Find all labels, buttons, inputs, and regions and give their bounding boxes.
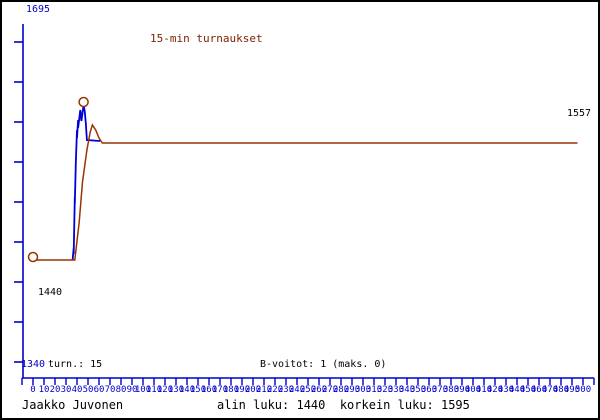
x-tick-label: 320 [376,385,394,395]
x-tick-label: 140 [178,385,196,395]
start-rating-label: 1440 [38,287,63,298]
x-tick-label: 230 [277,385,295,395]
x-tick-label: 460 [530,385,548,395]
x-tick-label: 70 [104,385,116,395]
x-tick-label: 340 [398,385,416,395]
x-tick-label: 350 [409,385,427,395]
series-rating-per-game [71,104,101,261]
x-tick-label: 360 [420,385,438,395]
x-tick-label: 20 [49,385,61,395]
x-tick-label: 380 [442,385,460,395]
x-tick-label: 220 [266,385,284,395]
chart-title: 15-min turnaukset [150,32,263,45]
x-tick-label: 150 [189,385,207,395]
x-tick-label: 260 [310,385,328,395]
x-tick-label: 210 [255,385,273,395]
x-tick-label: 300 [354,385,372,395]
x-tick-label: 180 [222,385,240,395]
x-tick-label: 10 [38,385,50,395]
y-axis-min-label: 1340 [21,359,46,370]
x-tick-label: 40 [71,385,83,395]
x-tick-label: 80 [115,385,127,395]
footer-stats: alin luku: 1440 korkein luku: 1595 [217,398,470,412]
x-tick-label: 160 [200,385,218,395]
x-tick-label: 310 [365,385,383,395]
player-name: Jaakko Juvonen [22,398,124,412]
x-tick-label: 30 [60,385,72,395]
x-tick-label: 200 [244,385,262,395]
x-tick-label: 440 [508,385,526,395]
x-tick-label: 240 [288,385,306,395]
x-tick-label: 410 [475,385,493,395]
x-tick-label: 480 [552,385,570,395]
x-tick-label: 120 [156,385,174,395]
x-tick-label: 430 [497,385,515,395]
y-axis-max-label: 1695 [26,4,51,15]
x-tick-label: 110 [145,385,163,395]
tournament-count-label: turn.: 15 [48,359,103,370]
x-tick-label: 280 [332,385,350,395]
x-tick-label: 390 [453,385,471,395]
marker-circle [78,96,89,108]
x-tick-label: 50 [82,385,94,395]
b-wins-label: B-voitot: 1 (maks. 0) [260,359,387,370]
final-rating-label: 1557 [567,108,592,119]
x-tick-label: 470 [541,385,559,395]
x-tick-label: 450 [519,385,537,395]
x-tick-label: 490 [563,385,581,395]
x-tick-label: 420 [486,385,504,395]
series-official-rating [33,123,578,261]
x-tick-label: 270 [321,385,339,395]
x-tick-label: 60 [93,385,105,395]
marker-circle [27,251,39,263]
x-tick-label: 130 [167,385,185,395]
x-tick-label: 500 [574,385,592,395]
x-tick-label: 250 [299,385,317,395]
x-tick-label: 100 [134,385,152,395]
x-tick-label: 290 [343,385,361,395]
x-tick-label: 90 [126,385,138,395]
x-tick-label: 170 [211,385,229,395]
x-tick-label: 370 [431,385,449,395]
x-tick-label: 0 [30,385,36,395]
x-tick-label: 330 [387,385,405,395]
x-tick-label: 400 [464,385,482,395]
x-tick-label: 190 [233,385,251,395]
